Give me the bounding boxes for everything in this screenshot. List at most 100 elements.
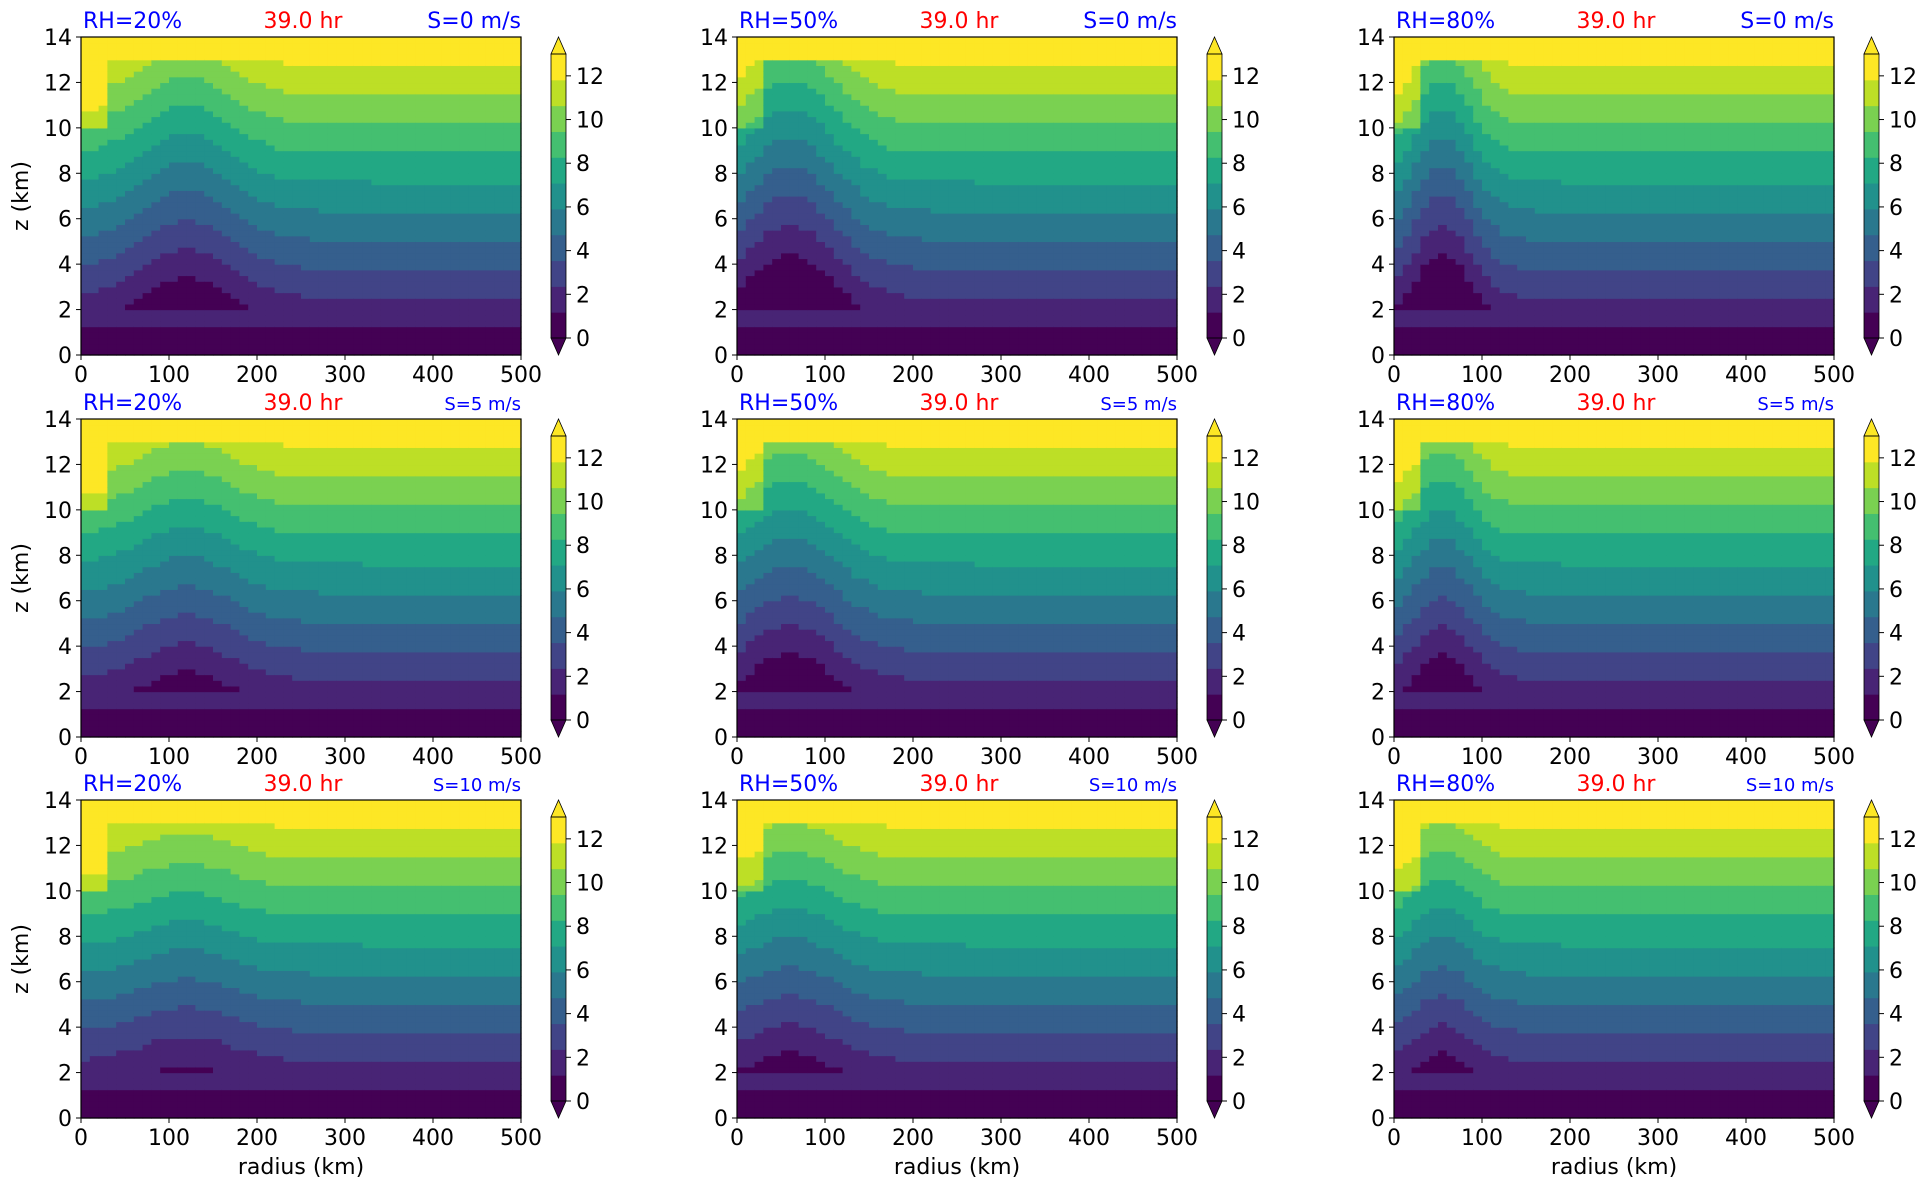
heatmap-cell bbox=[160, 264, 170, 271]
heatmap-cell bbox=[230, 127, 240, 135]
heatmap-cell bbox=[939, 178, 949, 186]
heatmap-cell bbox=[450, 93, 460, 101]
heatmap-cell bbox=[98, 133, 108, 140]
heatmap-cell bbox=[468, 213, 478, 220]
heatmap-cell bbox=[772, 71, 782, 78]
heatmap-cell bbox=[107, 156, 117, 163]
heatmap-cell bbox=[468, 337, 478, 345]
heatmap-cell bbox=[842, 292, 852, 299]
heatmap-cell bbox=[886, 252, 896, 260]
heatmap-cell bbox=[851, 116, 861, 123]
heatmap-cell bbox=[913, 230, 923, 237]
heatmap-cell bbox=[257, 156, 267, 163]
heatmap-cell bbox=[213, 196, 223, 203]
heatmap-cell bbox=[930, 275, 940, 282]
heatmap-cell bbox=[895, 54, 905, 61]
heatmap-cell bbox=[877, 82, 888, 89]
heatmap-cell bbox=[816, 48, 826, 55]
heatmap-cell bbox=[450, 156, 460, 163]
heatmap-cell bbox=[345, 54, 355, 61]
heatmap-cell bbox=[930, 76, 940, 84]
heatmap-cell bbox=[930, 315, 940, 322]
heatmap-cell bbox=[415, 133, 425, 140]
heatmap-cell bbox=[1062, 93, 1072, 101]
heatmap-cell bbox=[851, 269, 861, 277]
heatmap-cell bbox=[860, 241, 870, 248]
heatmap-cell bbox=[763, 190, 773, 197]
heatmap-cell bbox=[503, 252, 513, 260]
heatmap-cell bbox=[904, 71, 914, 78]
heatmap-cell bbox=[1001, 303, 1011, 311]
heatmap-cell bbox=[450, 320, 460, 328]
heatmap-cell bbox=[957, 303, 967, 311]
heatmap-cell bbox=[230, 258, 240, 265]
heatmap-cell bbox=[389, 133, 399, 140]
heatmap-cell bbox=[248, 275, 258, 282]
heatmap-cell bbox=[336, 218, 346, 225]
heatmap-cell bbox=[353, 37, 364, 44]
heatmap-cell bbox=[160, 48, 170, 55]
heatmap-cell bbox=[450, 76, 460, 84]
heatmap-cell bbox=[397, 252, 408, 260]
heatmap-cell bbox=[904, 65, 914, 72]
heatmap-cell bbox=[833, 99, 844, 106]
heatmap-cell bbox=[450, 196, 460, 203]
heatmap-cell bbox=[1001, 269, 1011, 277]
heatmap-cell bbox=[221, 337, 232, 345]
heatmap-cell bbox=[133, 298, 144, 305]
heatmap-cell bbox=[807, 343, 817, 350]
heatmap-cell bbox=[450, 235, 460, 243]
heatmap-cell bbox=[503, 93, 513, 101]
heatmap-cell bbox=[459, 144, 469, 152]
heatmap-cell bbox=[151, 224, 161, 231]
heatmap-cell bbox=[737, 264, 747, 271]
heatmap-cell bbox=[142, 343, 152, 350]
heatmap-cell bbox=[81, 337, 91, 345]
heatmap-cell bbox=[239, 116, 249, 123]
heatmap-cell bbox=[974, 326, 984, 333]
heatmap-cell bbox=[336, 320, 346, 328]
heatmap-cell bbox=[169, 264, 179, 271]
heatmap-cell bbox=[274, 258, 284, 265]
heatmap-cell bbox=[789, 127, 800, 135]
heatmap-cell bbox=[107, 303, 117, 311]
heatmap-cell bbox=[965, 139, 976, 146]
heatmap-cell bbox=[851, 241, 861, 248]
heatmap-cell bbox=[380, 292, 390, 299]
heatmap-cell bbox=[992, 230, 1002, 237]
heatmap-cell bbox=[798, 133, 808, 140]
heatmap-cell bbox=[433, 99, 443, 106]
heatmap-cell bbox=[125, 54, 135, 61]
heatmap-cell bbox=[877, 105, 888, 112]
heatmap-cell bbox=[913, 116, 923, 123]
heatmap-cell bbox=[503, 127, 513, 135]
heatmap-cell bbox=[512, 269, 522, 277]
heatmap-cell bbox=[772, 230, 782, 237]
heatmap-cell bbox=[1009, 71, 1020, 78]
heatmap-cell bbox=[772, 139, 782, 146]
heatmap-cell bbox=[301, 258, 311, 265]
heatmap-cell bbox=[415, 76, 425, 84]
heatmap-cell bbox=[904, 116, 914, 123]
heatmap-cell bbox=[283, 110, 293, 118]
heatmap-cell bbox=[406, 286, 416, 294]
heatmap-cell bbox=[512, 161, 522, 169]
heatmap-cell bbox=[151, 65, 161, 72]
heatmap-cell bbox=[1062, 292, 1072, 299]
heatmap-cell bbox=[772, 173, 782, 180]
heatmap-cell bbox=[816, 275, 826, 282]
heatmap-cell bbox=[737, 213, 747, 220]
heatmap-cell bbox=[353, 303, 364, 311]
heatmap-cell bbox=[433, 54, 443, 61]
heatmap-cell bbox=[362, 42, 372, 49]
heatmap-cell bbox=[239, 298, 249, 305]
heatmap-cell bbox=[1036, 258, 1046, 265]
heatmap-cell bbox=[930, 167, 940, 174]
heatmap-cell bbox=[301, 315, 311, 322]
heatmap-cell bbox=[1036, 298, 1046, 305]
heatmap-cell bbox=[81, 178, 91, 186]
heatmap-cell bbox=[318, 71, 328, 78]
heatmap-cell bbox=[265, 133, 276, 140]
heatmap-cell bbox=[133, 184, 144, 191]
heatmap-cell bbox=[265, 235, 276, 243]
